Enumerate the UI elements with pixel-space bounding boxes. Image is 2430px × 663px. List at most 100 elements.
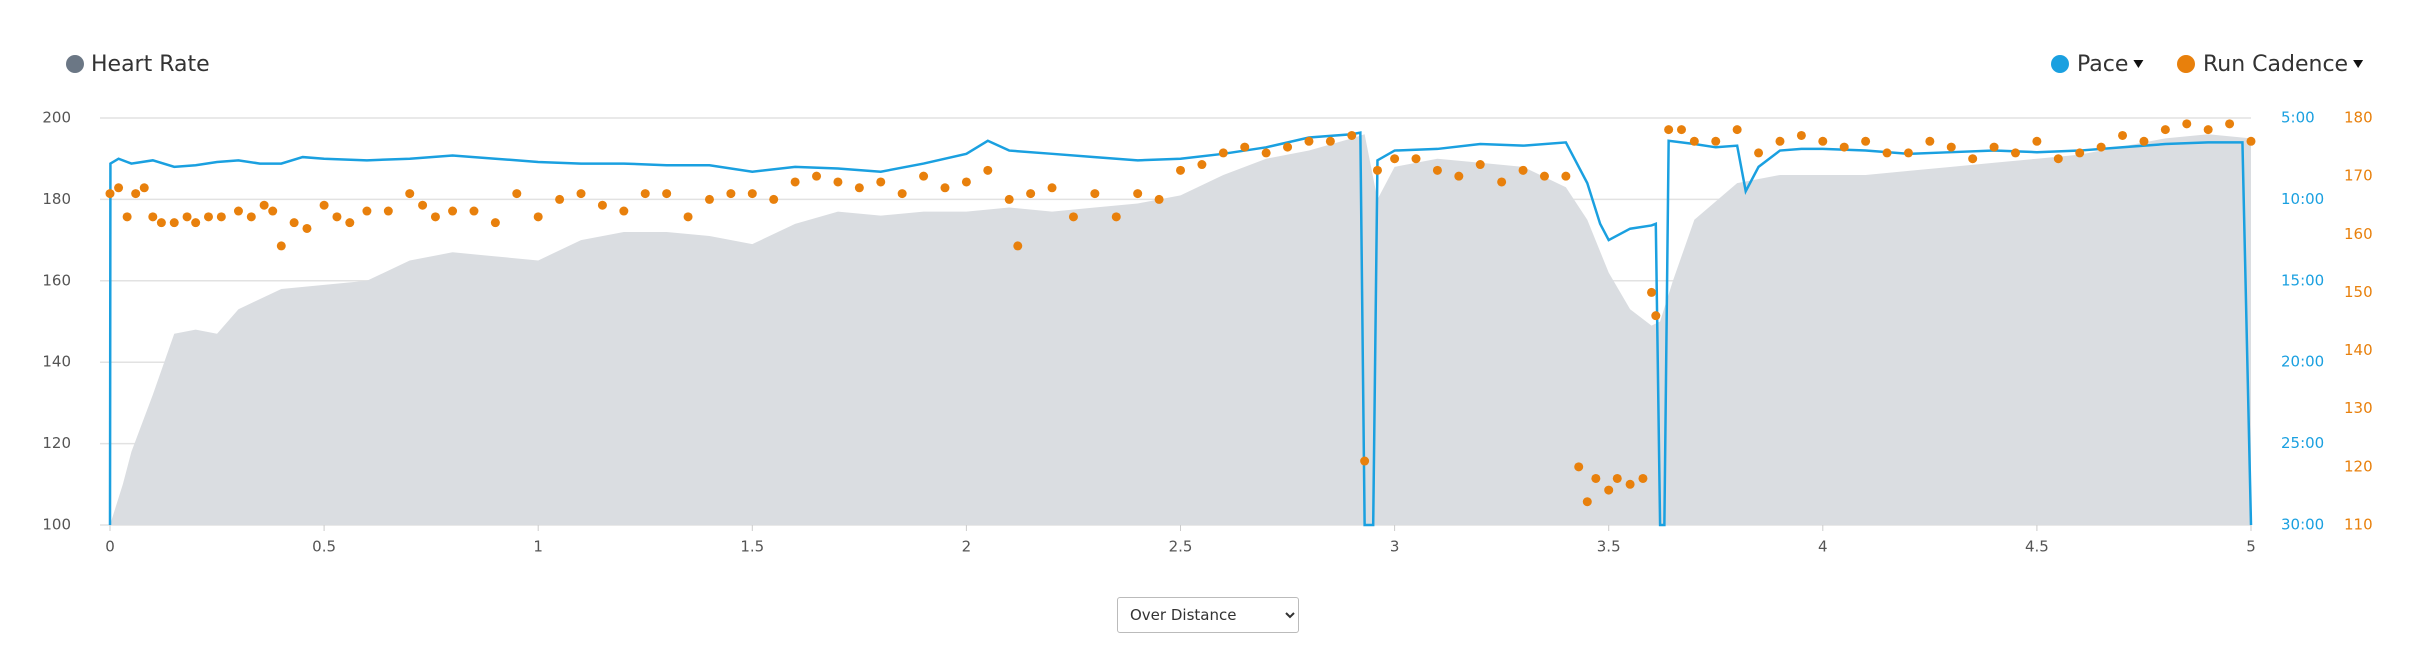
cadence-point [1732,125,1742,135]
cadence-point [448,206,458,216]
cadence-point [555,194,565,204]
heart-rate-area [110,134,2251,525]
cadence-point [1004,194,1014,204]
cadence-point [1090,189,1100,199]
cadence-point [2182,119,2192,129]
cadence-point [619,206,629,216]
legend-swatch [2051,55,2069,73]
cadence-point [576,189,586,199]
cadence-point [114,183,124,193]
cadence-point [1013,241,1023,251]
cadence-point [302,223,312,233]
y2-tick-label: 30:00 [2281,516,2324,534]
cadence-point [139,183,149,193]
cadence-point [1347,130,1357,140]
cadence-point [148,212,158,222]
cadence-point [1903,148,1913,158]
cadence-point [1390,154,1400,164]
cadence-point [332,212,342,222]
cadence-point [105,189,115,199]
cadence-point [1612,473,1622,483]
cadence-point [191,218,201,228]
cadence-point [1154,194,1164,204]
x-tick-label: 4 [1818,538,1828,556]
cadence-point [1818,136,1828,146]
cadence-point [383,206,393,216]
cadence-point [2160,125,2170,135]
cadence-point [812,171,822,181]
cadence-point [1454,171,1464,181]
cadence-point [1133,189,1143,199]
cadence-point [1047,183,1057,193]
cadence-point [1604,485,1614,495]
cadence-point [1711,136,1721,146]
cadence-point [2075,148,2085,158]
cadence-point [1518,165,1528,175]
x-tick-label: 1.5 [740,538,764,556]
cadence-point [983,165,993,175]
cadence-point [1882,148,1892,158]
legend-label: Heart Rate [91,52,210,77]
cadence-point [1218,148,1228,158]
cadence-point [276,241,286,251]
x-tick-label: 2 [962,538,972,556]
y-tick-label: 100 [42,516,71,534]
cadence-point [1676,125,1686,135]
cadence-point [1664,125,1674,135]
legend-item[interactable]: Heart Rate [66,52,210,77]
x-tick-label: 2.5 [1169,538,1193,556]
y2-tick-label: 15:00 [2281,271,2324,289]
cadence-point [1372,165,1382,175]
cadence-point [854,183,864,193]
cadence-point [289,218,299,228]
x-tick-label: 4.5 [2025,538,2049,556]
cadence-point [683,212,693,222]
cadence-point [1651,311,1661,321]
cadence-point [961,177,971,187]
cadence-point [790,177,800,187]
x-tick-label: 3 [1390,538,1400,556]
view-select[interactable]: Over Distance [1117,597,1299,633]
y3-tick-label: 150 [2344,283,2373,301]
cadence-point [1068,212,1078,222]
y-tick-label: 200 [42,109,71,127]
x-tick-label: 5 [2246,538,2256,556]
cadence-point [430,212,440,222]
legend-label: Pace [2077,52,2128,77]
cadence-point [1968,154,1978,164]
cadence-point [769,194,779,204]
y-tick-label: 160 [42,271,71,289]
legend-item[interactable]: Run Cadence [2177,52,2364,77]
cadence-point [1432,165,1442,175]
cadence-point [1582,497,1592,507]
x-tick-label: 0.5 [312,538,336,556]
y3-tick-label: 170 [2344,167,2373,185]
cadence-point [362,206,372,216]
cadence-point [2246,136,2256,146]
y2-tick-label: 25:00 [2281,434,2324,452]
cadence-point [131,189,141,199]
cadence-point [122,212,132,222]
cadence-point [726,189,736,199]
cadence-point [940,183,950,193]
cadence-point [1197,160,1207,170]
cadence-point [1539,171,1549,181]
cadence-point [259,200,269,210]
cadence-point [597,200,607,210]
cadence-point [1475,160,1485,170]
cadence-point [1283,142,1293,152]
cadence-point [1754,148,1764,158]
legend-dropdown-arrow[interactable] [2353,60,2364,68]
legend-dropdown-arrow[interactable] [2133,60,2144,68]
cadence-point [2010,148,2020,158]
cadence-point [268,206,278,216]
cadence-point [1497,177,1507,187]
cadence-point [233,206,243,216]
cadence-point [1561,171,1571,181]
y-tick-label: 140 [42,353,71,371]
legend-item[interactable]: Pace [2051,52,2144,77]
cadence-point [203,212,213,222]
y2-tick-label: 10:00 [2281,190,2324,208]
